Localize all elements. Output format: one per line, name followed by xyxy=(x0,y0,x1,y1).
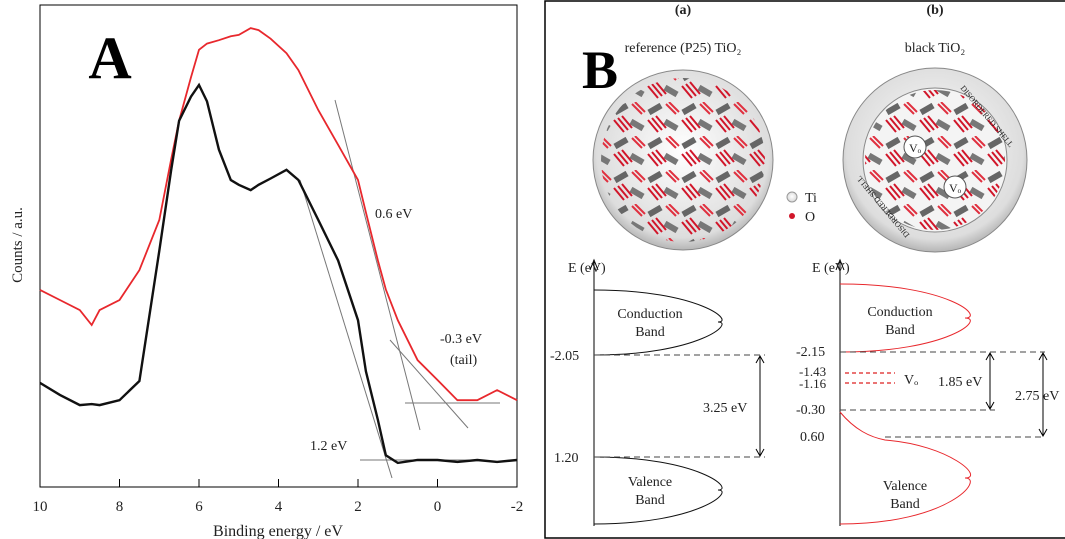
conduction-band xyxy=(593,289,723,356)
lattice xyxy=(601,78,765,242)
tangent-line xyxy=(299,179,393,479)
panel-label: A xyxy=(88,25,131,91)
level-label: -2.15 xyxy=(796,345,825,360)
annotation: -0.3 eV xyxy=(440,332,482,347)
annotation: 1.2 eV xyxy=(310,439,347,454)
legend-o xyxy=(789,213,795,219)
vacancy xyxy=(903,135,927,159)
x-tick-label: 10 xyxy=(33,499,48,515)
x-tick-label: -2 xyxy=(511,499,524,515)
x-tick-label: 0 xyxy=(434,499,442,515)
panel-a: A Counts / a.u. Binding energy / eV 0.6 … xyxy=(10,4,524,539)
y-axis-label: Counts / a.u. xyxy=(10,207,26,283)
tangent-line xyxy=(389,339,469,429)
sub-label: (a) xyxy=(675,3,692,18)
band-label: Band xyxy=(885,323,915,338)
sub-title: black TiO₂ xyxy=(905,41,966,56)
band-label: Conduction xyxy=(617,307,682,322)
x-tick-label: 2 xyxy=(354,499,362,515)
x-tick-label: 8 xyxy=(116,499,124,515)
gap-label: 3.25 eV xyxy=(703,401,747,416)
level-label: 1.20 xyxy=(554,451,579,466)
level-label: -0.30 xyxy=(796,403,825,418)
x-tick-label: 6 xyxy=(195,499,203,515)
x-tick-label: 4 xyxy=(275,499,283,515)
annotation: 0.6 eV xyxy=(375,207,412,222)
axis-label: E (eV) xyxy=(812,261,850,276)
x-axis-label: Binding energy / eV xyxy=(213,523,343,539)
level-label: -1.43 xyxy=(799,364,826,379)
annotation: (tail) xyxy=(450,353,478,368)
level-label: -1.16 xyxy=(799,376,827,391)
band-label: Band xyxy=(890,497,920,512)
level-label: 0.60 xyxy=(800,430,825,445)
level-label: -2.05 xyxy=(550,349,579,364)
panel-frame xyxy=(544,0,1065,539)
panel-b: B (a) (b) reference (P25) TiO₂ black TiO… xyxy=(544,0,1065,539)
gap-label: 2.75 eV xyxy=(1015,389,1059,404)
gap-label: 1.85 eV xyxy=(938,375,982,390)
sub-title: reference (P25) TiO₂ xyxy=(625,41,742,56)
spectrum-line xyxy=(39,27,518,402)
sub-label: (b) xyxy=(926,3,943,18)
band-label: Valence xyxy=(628,475,672,490)
legend-ti xyxy=(786,191,798,203)
vacancy xyxy=(943,175,967,199)
tangent-line xyxy=(334,99,421,431)
spectrum-line xyxy=(39,82,518,465)
vacancy-label: Vₒ xyxy=(904,373,918,388)
axis-label: E (eV) xyxy=(568,261,606,276)
vacancy-label: Vₒ xyxy=(949,181,962,195)
legend-label: O xyxy=(805,210,815,225)
lattice xyxy=(865,90,1005,230)
panel-label: B xyxy=(582,40,618,100)
band-label: Valence xyxy=(883,479,927,494)
valence-band xyxy=(593,456,723,525)
band-label: Band xyxy=(635,325,665,340)
vacancy-label: Vₒ xyxy=(909,141,922,155)
valence-band xyxy=(839,411,972,525)
conduction-band xyxy=(839,283,971,353)
legend-label: Ti xyxy=(805,191,817,206)
band-label: Conduction xyxy=(867,305,932,320)
band-label: Band xyxy=(635,493,665,508)
